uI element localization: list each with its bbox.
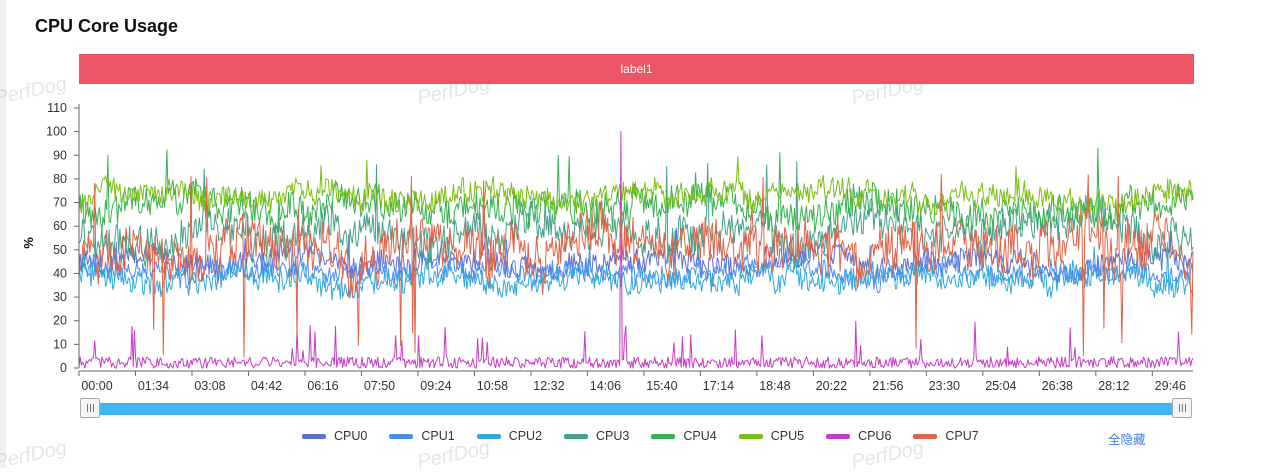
legend-swatch: [476, 433, 501, 439]
left-rail: [0, 0, 6, 468]
y-tick-label: 70: [53, 196, 67, 210]
legend-swatch: [826, 433, 851, 439]
legend-item-cpu6[interactable]: CPU6: [826, 429, 891, 443]
legend-item-cpu5[interactable]: CPU5: [738, 429, 805, 443]
x-tick-label: 26:38: [1042, 379, 1073, 393]
series-line-cpu6: [78, 131, 1194, 369]
x-tick-label: 07:50: [364, 379, 395, 393]
x-tick-label: 00:00: [81, 379, 112, 393]
label-band[interactable]: label1: [79, 54, 1194, 84]
y-tick-label: 80: [53, 172, 67, 186]
legend-item-cpu2[interactable]: CPU2: [476, 429, 543, 443]
y-tick-label: 0: [60, 361, 67, 375]
x-tick-label: 21:56: [872, 379, 903, 393]
zoom-slider-left-handle[interactable]: [80, 398, 100, 418]
x-tick-label: 18:48: [759, 379, 790, 393]
legend-swatch: [651, 433, 676, 439]
zoom-slider-right-handle[interactable]: [1172, 398, 1192, 418]
x-tick-label: 14:06: [590, 379, 621, 393]
legend-label: CPU0: [334, 429, 368, 443]
legend-label: CPU2: [508, 429, 543, 443]
x-tick-label: 04:42: [251, 379, 282, 393]
x-tick-label: 17:14: [703, 379, 734, 393]
legend-swatch: [389, 433, 414, 439]
x-tick-label: 29:46: [1155, 379, 1186, 393]
x-tick-label: 09:24: [420, 379, 451, 393]
y-tick-label: 50: [53, 243, 67, 257]
x-tick-label: 20:22: [816, 379, 847, 393]
chart-title: CPU Core Usage: [35, 16, 179, 36]
series-line-cpu5: [78, 156, 1194, 219]
legend-label: CPU5: [770, 429, 805, 443]
y-tick-label: 110: [47, 101, 67, 115]
legend-label: CPU6: [858, 429, 892, 443]
y-tick-label: 40: [53, 266, 67, 280]
y-tick-label: 30: [53, 290, 67, 304]
x-tick-label: 15:40: [646, 379, 677, 393]
legend-swatch: [564, 433, 589, 439]
x-tick-label: 10:58: [477, 379, 508, 393]
legend-swatch: [302, 433, 326, 439]
zoom-slider-track[interactable]: [90, 403, 1182, 415]
legend-label: CPU3: [596, 429, 630, 443]
hide-all-link[interactable]: 全隐藏: [1108, 433, 1146, 447]
x-tick-label: 28:12: [1098, 379, 1129, 393]
x-tick-label: 03:08: [194, 379, 225, 393]
y-tick-label: 10: [53, 337, 67, 351]
legend-item-cpu1[interactable]: CPU1: [389, 429, 455, 443]
legend-item-cpu4[interactable]: CPU4: [651, 429, 717, 443]
legend: CPU0 CPU1 CPU2 CPU3 CPU4 CPU5 CPU6 CPU7: [302, 428, 1001, 444]
legend-label: CPU7: [945, 429, 979, 443]
x-tick-label: 06:16: [307, 379, 338, 393]
series-line-cpu2: [78, 241, 1194, 301]
label-band-text: label1: [620, 62, 653, 76]
series-layer: [78, 131, 1194, 369]
y-axis-label: %: [21, 237, 36, 249]
axis-layer: 0 10 20 30 40 50 60 70 80 90 100 110 00:00 01:34 03:08…: [46, 101, 1193, 393]
legend-item-cpu0[interactable]: CPU0: [302, 429, 367, 443]
legend-item-cpu7[interactable]: CPU7: [913, 429, 979, 443]
legend-label: CPU4: [683, 429, 717, 443]
x-tick-label: 25:04: [985, 379, 1016, 393]
x-tick-label: 12:32: [533, 379, 564, 393]
y-tick-label: 100: [46, 125, 67, 139]
y-tick-label: 60: [53, 219, 67, 233]
y-tick-label: 90: [53, 148, 67, 162]
legend-swatch: [738, 433, 763, 439]
y-tick-label: 20: [53, 314, 67, 328]
legend-swatch: [913, 433, 938, 439]
legend-label: CPU1: [421, 429, 455, 443]
x-tick-label: 23:30: [929, 379, 960, 393]
series-line-cpu7: [78, 173, 1194, 358]
legend-item-cpu3[interactable]: CPU3: [564, 429, 629, 443]
x-tick-label: 01:34: [138, 379, 169, 393]
